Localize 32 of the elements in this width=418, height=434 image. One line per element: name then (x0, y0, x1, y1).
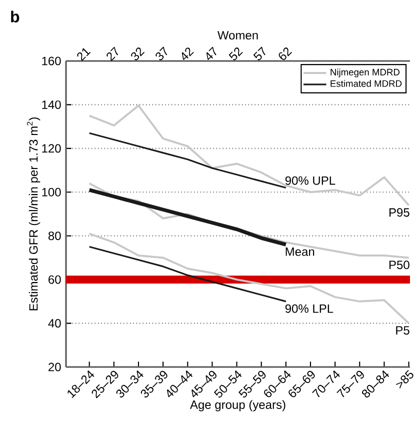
x2-tick-label: 27 (106, 46, 118, 62)
x2-tick-label: 32 (131, 48, 145, 60)
x2-tick-label: 47 (206, 46, 216, 60)
x2-tick-label: 57 (253, 46, 266, 60)
y-tick-label: 20 (48, 362, 61, 372)
y-tick-label: 120 (42, 144, 61, 153)
annotation: 90% LPL (285, 304, 334, 313)
annotation: P95 (389, 208, 410, 217)
y-tick-label: 140 (42, 100, 61, 109)
y-tick-label: 40 (48, 319, 61, 328)
x2-axis-title: Women (217, 31, 258, 40)
annotation: P5 (396, 326, 410, 335)
x2-tick-label: 62 (278, 48, 292, 60)
x-tick-label: >85 (396, 370, 414, 389)
x2-tick-label: 42 (182, 48, 194, 60)
legend-label: Nijmegen MDRD (330, 68, 400, 78)
x-axis-title: Age group (years) (190, 400, 286, 412)
y-axis-title: Estimated GFR (ml/min per 1.73 m$^{2}$) (26, 117, 40, 310)
legend-label: Estimated MDRD (330, 80, 402, 87)
y-tick-label: 160 (42, 56, 61, 66)
y-tick-label: 100 (42, 188, 61, 196)
x2-tick-label: 21 (77, 48, 91, 62)
x2-tick-label: 37 (156, 46, 168, 60)
annotation: P50 (389, 260, 410, 270)
x2-tick-label: 52 (228, 48, 243, 60)
line-series (88, 104, 410, 206)
annotation: 90% UPL (285, 176, 336, 185)
text: b (11, 10, 20, 22)
y-tick-label: 80 (48, 232, 61, 240)
line-series (87, 188, 288, 246)
y-tick-label: 60 (48, 275, 61, 284)
annotation: Mean (286, 248, 314, 256)
